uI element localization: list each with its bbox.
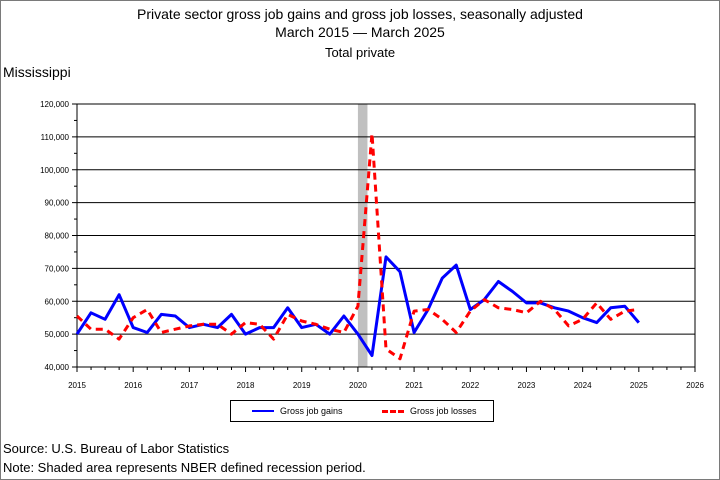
y-tick-label-0: 40,000	[45, 363, 70, 372]
legend-item-losses: Gross job losses	[382, 401, 477, 421]
legend-label-losses: Gross job losses	[410, 406, 477, 416]
x-tick-label-2020: 2020	[349, 381, 367, 390]
gridlines	[77, 103, 695, 335]
legend-item-gains: Gross job gains	[252, 401, 343, 421]
x-tick-label-2016: 2016	[124, 381, 142, 390]
y-tick-label-4: 80,000	[45, 232, 70, 241]
source-note: Source: U.S. Bureau of Labor Statistics	[3, 441, 230, 456]
x-tick-label-2018: 2018	[237, 381, 255, 390]
x-tick-label-2025: 2025	[630, 381, 648, 390]
legend-swatch-gains	[252, 410, 274, 412]
recession-note: Note: Shaded area represents NBER define…	[3, 460, 366, 475]
chart-date-range: March 2015 — March 2025	[275, 24, 445, 40]
x-tick-label-2023: 2023	[518, 381, 536, 390]
series-lines	[75, 132, 640, 361]
axes: 40,000 50,000 60,000 70,000 80,000 90,000 100,…	[40, 100, 704, 390]
y-tick-label-2: 60,000	[45, 297, 70, 306]
y-tick-label-5: 90,000	[45, 199, 70, 208]
legend: Gross job gains Gross job losses	[230, 400, 494, 422]
x-tick-label-2019: 2019	[293, 381, 311, 390]
legend-swatch-losses	[382, 409, 404, 413]
x-tick-label-2017: 2017	[180, 381, 198, 390]
legend-label-gains: Gross job gains	[280, 406, 343, 416]
series-line-gross-job-losses	[75, 132, 639, 361]
y-tick-label-8: 120,000	[40, 100, 69, 109]
x-tick-label-2024: 2024	[574, 381, 592, 390]
y-tick-label-6: 100,000	[40, 166, 69, 175]
x-tick-label-2026: 2026	[686, 381, 704, 390]
y-tick-label-7: 110,000	[41, 133, 70, 142]
y-tick-label-3: 70,000	[45, 264, 70, 273]
region-label: Mississippi	[3, 64, 71, 80]
x-tick-label-2015: 2015	[68, 381, 86, 390]
x-tick-label-2022: 2022	[461, 381, 479, 390]
x-tick-label-2021: 2021	[405, 381, 423, 390]
y-tick-label-1: 50,000	[45, 330, 70, 339]
chart-subtitle: Total private	[324, 45, 396, 60]
chart-title: Private sector gross job gains and gross…	[137, 6, 583, 22]
series-line-gross-job-gains	[75, 255, 640, 357]
